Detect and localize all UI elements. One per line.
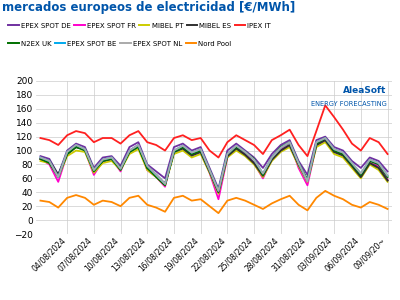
Text: mercados europeos de electricidad [€/MWh]: mercados europeos de electricidad [€/MWh… xyxy=(2,2,295,14)
Legend: N2EX UK, EPEX SPOT BE, EPEX SPOT NL, Nord Pool: N2EX UK, EPEX SPOT BE, EPEX SPOT NL, Nor… xyxy=(6,38,234,50)
Text: ENERGY FORECASTING: ENERGY FORECASTING xyxy=(311,101,387,107)
Text: AleaSoft: AleaSoft xyxy=(343,85,387,94)
Legend: EPEX SPOT DE, EPEX SPOT FR, MIBEL PT, MIBEL ES, IPEX IT: EPEX SPOT DE, EPEX SPOT FR, MIBEL PT, MI… xyxy=(6,20,274,32)
